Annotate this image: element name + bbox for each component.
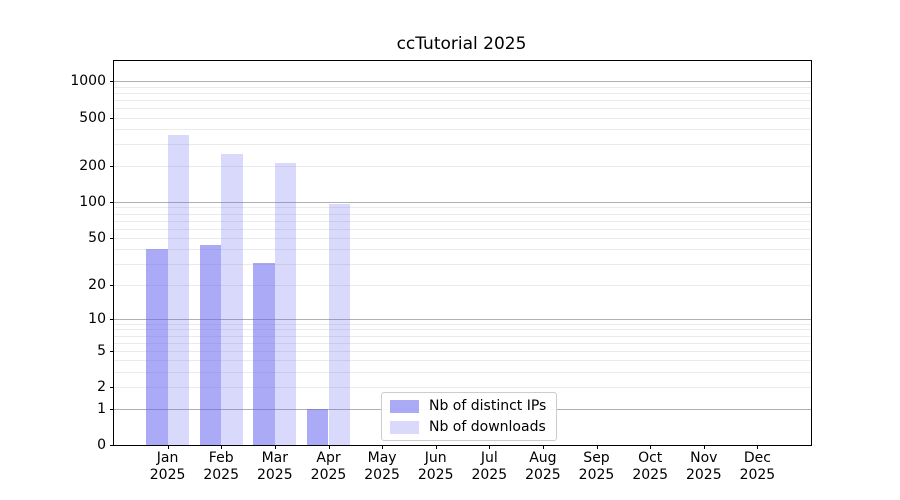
legend-swatch-icon [390,399,419,413]
y-tick-label-20: 20 [88,276,106,293]
x-tick-jan [167,445,169,449]
major-gridline [114,81,811,83]
minor-gridline [114,228,811,230]
y-tick [110,165,114,167]
minor-gridline [114,264,811,266]
y-tick-label-50: 50 [88,229,106,246]
plot-area: Nb of distinct IPs Nb of downloads 0 1 2 5 10… [70,60,812,483]
legend-swatch-icon [390,420,419,434]
y-tick-label-1: 1 [97,400,106,417]
x-tick-label-jun: Jun 2025 [417,450,454,483]
x-tick-sep [596,445,598,449]
minor-gridline [114,323,811,325]
minor-gridline [114,249,811,251]
x-tick-label-oct: Oct 2025 [632,450,669,483]
minor-gridline [114,342,811,344]
major-gridline [114,201,811,203]
minor-gridline [114,144,811,146]
legend-label: Nb of downloads [429,419,546,435]
x-tick-label-may: May 2025 [364,450,400,483]
minor-gridline [114,108,811,109]
minor-gridline [114,99,811,101]
legend: Nb of distinct IPs Nb of downloads [381,392,558,441]
bar-nb-of-downloads-jan [167,134,189,445]
minor-gridline [114,117,811,119]
y-tick-label-2: 2 [97,379,106,396]
y-tick-label-100: 100 [79,193,106,210]
y-tick-label-200: 200 [79,157,106,174]
y-tick [110,350,114,352]
bar-nb-of-downloads-mar [274,163,297,445]
y-tick [110,201,114,203]
y-tick [110,318,114,320]
x-tick-mar [274,445,276,449]
x-tick-label-jan: Jan 2025 [149,450,186,483]
x-tick-aug [542,445,544,449]
minor-gridline [114,372,811,373]
minor-gridline [114,387,811,389]
bar-nb-of-distinct-ips-mar [253,262,275,445]
minor-gridline [114,92,811,94]
minor-gridline [114,237,811,239]
x-tick-label-sep: Sep 2025 [578,450,615,483]
y-tick [110,284,114,286]
legend-label: Nb of distinct IPs [429,398,547,414]
minor-gridline [114,165,811,167]
y-tick [110,408,114,410]
bar-nb-of-downloads-apr [328,203,350,445]
x-tick-oct [650,445,652,449]
y-tick-label-0: 0 [97,437,106,453]
x-tick-label-feb: Feb 2025 [203,450,240,483]
x-tick-apr [328,445,330,449]
x-tick-jul [489,445,491,449]
legend-item-nb-of-downloads: Nb of downloads [390,419,546,435]
x-tick-dec [757,445,759,449]
major-gridline [114,318,811,320]
x-tick-label-dec: Dec 2025 [739,450,776,483]
x-tick-label-mar: Mar 2025 [256,450,293,483]
y-tick [110,445,114,446]
y-tick-label-500: 500 [79,109,106,126]
minor-gridline [114,360,811,362]
x-tick-label-apr: Apr 2025 [310,450,347,483]
minor-gridline [114,335,811,337]
y-tick-label-5: 5 [97,342,106,359]
minor-gridline [114,220,811,222]
x-tick-nov [703,445,705,449]
x-tick-feb [221,445,223,449]
y-tick-label-1000: 1000 [70,73,106,90]
bar-nb-of-distinct-ips-jan [146,249,168,445]
legend-item-nb-of-distinct-ips: Nb of distinct IPs [390,398,546,414]
y-tick [110,117,114,119]
chart-title: ccTutorial 2025 [396,34,527,54]
x-tick-may [382,445,384,449]
y-tick [110,237,114,239]
bar-nb-of-distinct-ips-apr [307,408,329,445]
x-tick-label-jul: Jul 2025 [471,450,508,483]
minor-gridline [114,207,811,209]
x-tick-label-aug: Aug 2025 [525,450,561,483]
minor-gridline [114,329,811,331]
y-tick [110,387,114,389]
bar-nb-of-downloads-feb [221,154,243,445]
minor-gridline [114,86,811,88]
y-tick [110,81,114,83]
minor-gridline [114,350,811,352]
minor-gridline [114,129,811,131]
x-tick-label-nov: Nov 2025 [685,450,722,483]
y-tick-label-10: 10 [88,310,106,327]
x-tick-jun [435,445,437,449]
bar-nb-of-distinct-ips-feb [199,244,222,445]
minor-gridline [114,284,811,286]
minor-gridline [114,213,811,215]
